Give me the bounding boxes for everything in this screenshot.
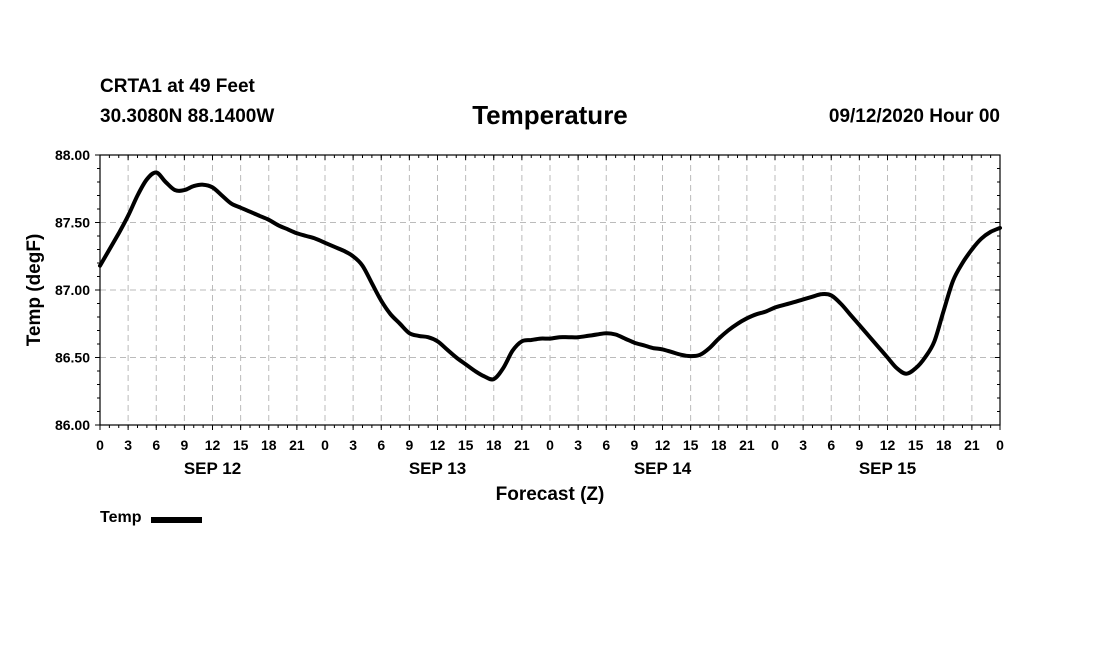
x-tick-label: 15 bbox=[683, 437, 699, 453]
x-tick-label: 3 bbox=[574, 437, 582, 453]
x-tick-label: 0 bbox=[771, 437, 779, 453]
legend-label-temp: Temp bbox=[100, 509, 142, 526]
x-tick-label: 12 bbox=[205, 437, 221, 453]
x-tick-label: 18 bbox=[936, 437, 952, 453]
temp-series-line bbox=[98, 170, 1002, 382]
y-axis-label: Temp (degF) bbox=[24, 234, 45, 347]
x-tick-label: 6 bbox=[827, 437, 835, 453]
day-label: SEP 12 bbox=[184, 459, 241, 478]
x-tick-label: 6 bbox=[152, 437, 160, 453]
x-tick-label: 3 bbox=[799, 437, 807, 453]
x-tick-label: 9 bbox=[630, 437, 638, 453]
x-tick-label: 6 bbox=[602, 437, 610, 453]
legend-swatch-temp bbox=[151, 516, 203, 523]
x-tick-label: 0 bbox=[996, 437, 1004, 453]
x-tick-label: 9 bbox=[405, 437, 413, 453]
x-tick-label: 12 bbox=[430, 437, 446, 453]
y-tick-label: 86.00 bbox=[55, 417, 90, 433]
x-tick-label: 21 bbox=[514, 437, 530, 453]
y-tick-label: 86.50 bbox=[55, 350, 90, 366]
day-label: SEP 13 bbox=[409, 459, 466, 478]
x-tick-label: 15 bbox=[458, 437, 474, 453]
day-label: SEP 15 bbox=[859, 459, 916, 478]
x-tick-label: 15 bbox=[233, 437, 249, 453]
y-tick-label: 88.00 bbox=[55, 147, 90, 163]
forecast-timestamp: 09/12/2020 Hour 00 bbox=[828, 106, 1000, 127]
x-tick-label: 3 bbox=[124, 437, 132, 453]
x-tick-label: 12 bbox=[655, 437, 671, 453]
x-tick-label: 21 bbox=[739, 437, 755, 453]
y-tick-label: 87.50 bbox=[55, 215, 90, 231]
x-tick-label: 18 bbox=[711, 437, 727, 453]
station-name: CRTA1 at 49 Feet bbox=[100, 76, 255, 97]
station-coordinates: 30.3080N 88.1400W bbox=[100, 106, 275, 127]
x-axis-label: Forecast (Z) bbox=[496, 484, 605, 505]
x-tick-label: 21 bbox=[964, 437, 980, 453]
x-tick-label: 12 bbox=[880, 437, 896, 453]
x-tick-label: 0 bbox=[546, 437, 554, 453]
x-tick-label: 0 bbox=[321, 437, 329, 453]
x-tick-label: 9 bbox=[855, 437, 863, 453]
x-tick-label: 6 bbox=[377, 437, 385, 453]
x-tick-label: 15 bbox=[908, 437, 924, 453]
x-tick-label: 18 bbox=[261, 437, 277, 453]
y-tick-label: 87.00 bbox=[55, 282, 90, 298]
day-label: SEP 14 bbox=[634, 459, 692, 478]
x-tick-label: 0 bbox=[96, 437, 104, 453]
chart-legend: Temp bbox=[100, 509, 203, 527]
x-tick-label: 3 bbox=[349, 437, 357, 453]
x-tick-label: 21 bbox=[289, 437, 305, 453]
x-tick-label: 9 bbox=[180, 437, 188, 453]
x-tick-label: 18 bbox=[486, 437, 502, 453]
chart-title: Temperature bbox=[472, 100, 628, 130]
